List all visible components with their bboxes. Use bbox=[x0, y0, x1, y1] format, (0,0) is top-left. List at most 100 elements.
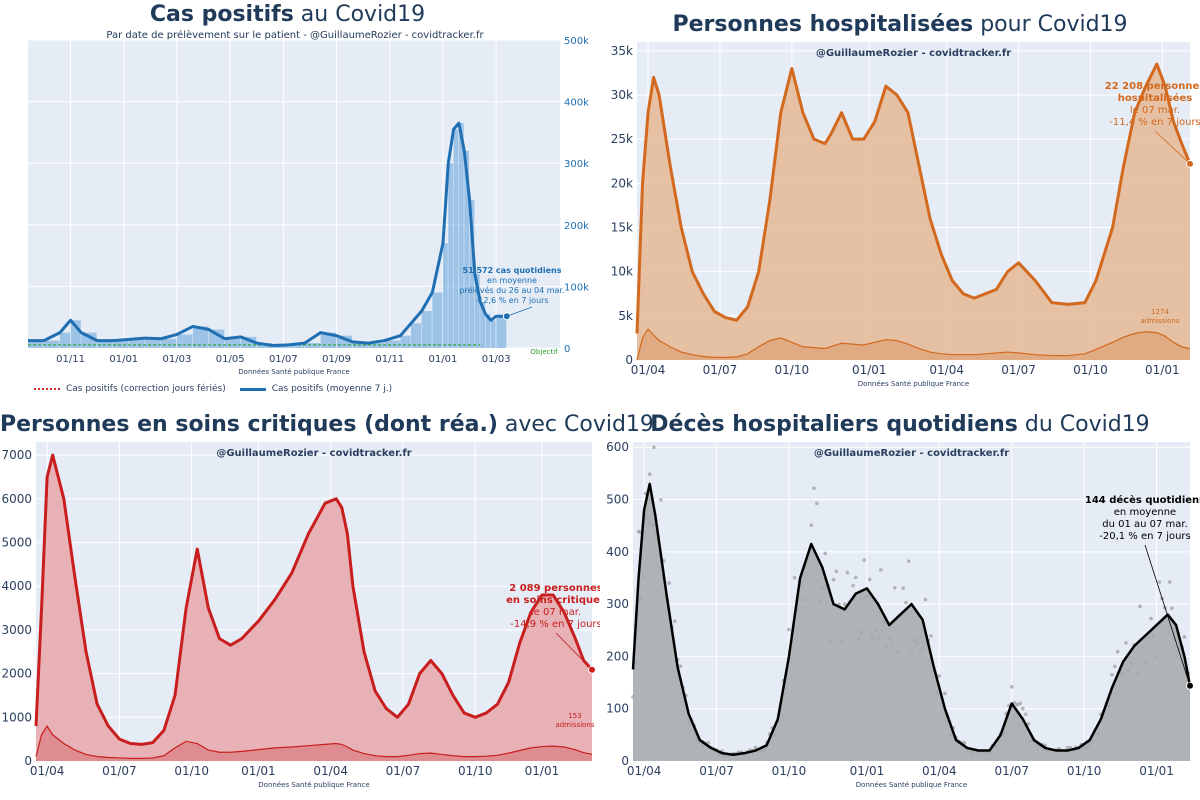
source-label: Données Santé publique France bbox=[856, 781, 967, 789]
x-tick-label: 01/10 bbox=[458, 764, 493, 778]
daily-bar bbox=[384, 340, 400, 348]
daily-dot bbox=[1138, 604, 1142, 609]
x-tick-label: 01/03 bbox=[482, 354, 511, 365]
chart-deces-panel: Décès hospitaliers quotidiens du Covid19… bbox=[600, 400, 1200, 800]
admissions-area bbox=[36, 726, 592, 761]
daily-bar bbox=[113, 340, 129, 348]
daily-bar bbox=[458, 123, 464, 348]
x-tick-label: 01/10 bbox=[1067, 764, 1102, 778]
daily-dot bbox=[706, 741, 710, 745]
y-tick-label: 300k bbox=[564, 159, 589, 170]
y-tick-label: 2000 bbox=[1, 667, 32, 681]
annotation-line: hospitalisées bbox=[1118, 92, 1192, 104]
daily-bar bbox=[288, 344, 305, 348]
annotation-line: prélevés du 26 au 04 mar. bbox=[459, 285, 564, 295]
daily-bar bbox=[272, 345, 289, 348]
daily-dot bbox=[1124, 641, 1128, 645]
daily-dot bbox=[904, 600, 908, 605]
source-label: Données Santé publique France bbox=[238, 368, 349, 376]
daily-dot bbox=[1170, 606, 1174, 611]
y-tick-label: 30k bbox=[611, 88, 633, 102]
daily-dot bbox=[879, 568, 883, 572]
daily-dot bbox=[1168, 580, 1172, 584]
daily-dot bbox=[937, 674, 942, 678]
y-tick-label: 15k bbox=[611, 221, 633, 235]
daily-bar bbox=[432, 292, 443, 348]
x-tick-label: 01/07 bbox=[102, 764, 137, 778]
daily-dot bbox=[815, 501, 819, 506]
y-tick-label: 3000 bbox=[1, 623, 32, 637]
x-tick-label: 01/01 bbox=[109, 354, 138, 365]
admissions-line bbox=[35, 724, 593, 759]
daily-dot bbox=[842, 602, 847, 607]
annotation-line: en moyenne bbox=[487, 276, 537, 285]
annotation-arrow bbox=[555, 632, 593, 670]
series-line bbox=[34, 453, 594, 746]
admissions-area bbox=[637, 329, 1190, 360]
daily-bar bbox=[43, 340, 60, 348]
series-area bbox=[36, 455, 592, 761]
daily-dot bbox=[787, 627, 791, 632]
daily-bar bbox=[368, 343, 384, 348]
chart-hosp-panel: Personnes hospitalisées pour Covid19 0 5k… bbox=[600, 0, 1200, 400]
annotation-line: 144 décès quotidiens bbox=[1085, 494, 1200, 506]
annotation-line: en soins critiques bbox=[506, 595, 600, 606]
x-tick-label: 01/01 bbox=[1139, 764, 1174, 778]
x-tick-label: 01/07 bbox=[386, 764, 421, 778]
x-tick-label: 01/10 bbox=[174, 764, 209, 778]
annotation-line: -14,9 % en 7 jours bbox=[510, 619, 600, 630]
y-tick-label: 4000 bbox=[1, 579, 32, 593]
admissions-label: admissions bbox=[1140, 317, 1179, 325]
chart-rea-svg: 0 1000 2000 3000 4000 5000 6000 7000 01/04 01/07 0… bbox=[1, 442, 600, 789]
annotation-line: 2 089 personnes bbox=[509, 583, 600, 594]
y-tick-label: 7000 bbox=[1, 448, 32, 462]
y-tick-label: 500 bbox=[606, 493, 629, 507]
daily-bar bbox=[453, 129, 459, 348]
daily-dot bbox=[1115, 649, 1120, 654]
daily-bar bbox=[421, 311, 432, 348]
daily-bar bbox=[59, 332, 71, 348]
daily-bar bbox=[485, 314, 491, 348]
y-tick-label: 5k bbox=[618, 309, 633, 323]
daily-dot bbox=[1157, 580, 1162, 584]
daily-dot bbox=[823, 551, 827, 556]
daily-dot bbox=[1149, 616, 1153, 621]
x-tick-label: 01/01 bbox=[852, 363, 887, 377]
daily-bar bbox=[176, 334, 193, 348]
x-tick-label: 01/07 bbox=[1001, 363, 1036, 377]
y-tick-label: 100k bbox=[564, 282, 589, 293]
y-tick-label: 0 bbox=[564, 344, 570, 355]
y-tick-label: 600 bbox=[606, 440, 629, 454]
x-tick-label: 01/07 bbox=[994, 764, 1029, 778]
daily-bar bbox=[469, 200, 475, 348]
chart-rea-panel: Personnes en soins critiques (dont réa.)… bbox=[0, 400, 654, 800]
daily-dot bbox=[929, 634, 933, 638]
daily-bar bbox=[474, 274, 480, 348]
x-tick-label: 01/10 bbox=[1073, 363, 1108, 377]
daily-dot bbox=[1015, 702, 1020, 707]
daily-dot bbox=[1182, 635, 1187, 639]
annotation-line: 22 208 personnes bbox=[1105, 81, 1200, 92]
annotation-arrow bbox=[506, 306, 533, 317]
x-tick-label: 01/11 bbox=[375, 354, 404, 365]
x-tick-label: 01/10 bbox=[772, 764, 807, 778]
daily-bar bbox=[490, 320, 496, 348]
chart-watermark: @GuillaumeRozier - covidtracker.fr bbox=[814, 448, 1009, 459]
y-tick-label: 300 bbox=[606, 597, 629, 611]
annotation-line: du 01 au 07 mar. bbox=[1102, 519, 1188, 530]
x-tick-label: 01/04 bbox=[313, 764, 348, 778]
admissions-line bbox=[636, 328, 1191, 361]
daily-bar bbox=[448, 163, 454, 348]
legend-correction-swatch bbox=[34, 388, 60, 390]
x-tick-label: 01/04 bbox=[627, 764, 662, 778]
daily-dot bbox=[812, 486, 816, 490]
daily-dot bbox=[1110, 672, 1114, 677]
series-line bbox=[635, 62, 1192, 334]
y-tick-label: 0 bbox=[621, 754, 629, 768]
x-tick-label: 01/04 bbox=[30, 764, 65, 778]
daily-bar bbox=[480, 301, 486, 348]
x-tick-label: 01/01 bbox=[1145, 363, 1180, 377]
chart-cas-svg: 0 100k 200k 300k 400k 500k 01/11 01/01 01/03 01/0… bbox=[28, 36, 589, 376]
y-tick-label: 100 bbox=[606, 702, 629, 716]
daily-dot bbox=[1009, 685, 1014, 689]
